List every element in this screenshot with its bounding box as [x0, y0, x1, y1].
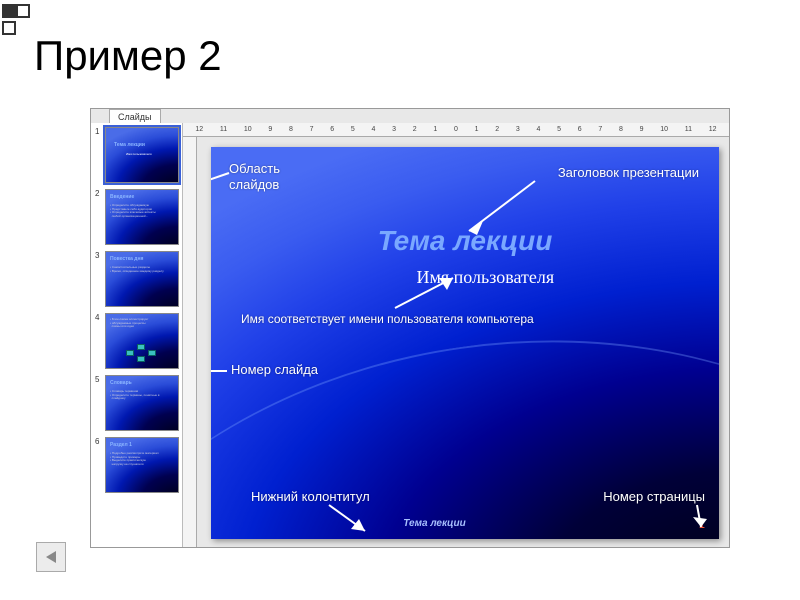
arrow-icon [667, 503, 707, 533]
annotation-slides-area: Область слайдов [229, 161, 280, 194]
thumbnail[interactable]: 2 Введение • Определите обсуждаемую • Пр… [93, 189, 180, 245]
horizontal-ruler: 1211109876543210123456789101112 [183, 123, 729, 137]
thumbnail[interactable]: 6 Раздел 1 • Подробно рассмотрите матери… [93, 437, 180, 493]
thumb-diagram-icon [126, 344, 156, 362]
thumbnail[interactable]: 4 • Блок-схема иллюстрирует • обсуждаемы… [93, 313, 180, 369]
thumb-body: • Подробно рассмотрите материал • Привед… [110, 452, 159, 466]
thumb-title: Раздел 1 [110, 442, 132, 448]
thumb-title: Повестка дня [110, 256, 143, 262]
presentation-app-screenshot: Слайды 1 Тема лекции Имя пользователя 2 … [90, 108, 730, 548]
arrow-icon [211, 167, 231, 197]
thumb-body: • Самостоятельные разделы • Время, отвед… [110, 266, 164, 273]
slide-footer: Тема лекции [403, 518, 465, 529]
annotation-username-note: Имя соответствует имени пользователя ком… [241, 312, 534, 327]
arrow-icon [323, 501, 373, 535]
thumb-body: • Блок-схема иллюстрирует • обсуждаемые … [110, 318, 148, 329]
corner-decoration [2, 4, 30, 40]
thumb-title: Словарь [110, 380, 132, 386]
arrow-icon [391, 272, 461, 312]
thumbnail-number: 5 [95, 375, 99, 384]
annotation-slide-number: Номер слайда [231, 362, 318, 378]
thumb-body: • Словарь терминов • Определите термины,… [110, 390, 159, 401]
thumbnail[interactable]: 5 Словарь • Словарь терминов • Определит… [93, 375, 180, 431]
slides-panel-tab[interactable]: Слайды [109, 109, 161, 124]
thumbnail-number: 1 [95, 127, 99, 136]
thumb-title: Тема лекции [114, 142, 145, 148]
arrow-icon [211, 359, 233, 383]
thumbnail[interactable]: 3 Повестка дня • Самостоятельные разделы… [93, 251, 180, 307]
vertical-ruler [183, 137, 197, 547]
back-button[interactable] [36, 542, 66, 572]
thumbnail-number: 4 [95, 313, 99, 322]
arrow-icon [461, 177, 541, 237]
thumbnail-number: 2 [95, 189, 99, 198]
main-slide-canvas[interactable]: Тема лекции Имя пользователя Тема лекции… [211, 147, 719, 539]
thumb-sub: Имя пользователя [126, 152, 152, 156]
page-title: Пример 2 [34, 32, 222, 80]
slide-thumbnails-panel: 1 Тема лекции Имя пользователя 2 Введени… [91, 123, 183, 547]
thumbnail-number: 3 [95, 251, 99, 260]
triangle-left-icon [43, 549, 59, 565]
annotation-presentation-title: Заголовок презентации [558, 165, 699, 181]
thumb-body: • Определите обсуждаемую • Представьте с… [110, 204, 156, 218]
thumb-title: Введение [110, 194, 134, 200]
thumbnail-number: 6 [95, 437, 99, 446]
thumbnail[interactable]: 1 Тема лекции Имя пользователя [93, 127, 180, 183]
